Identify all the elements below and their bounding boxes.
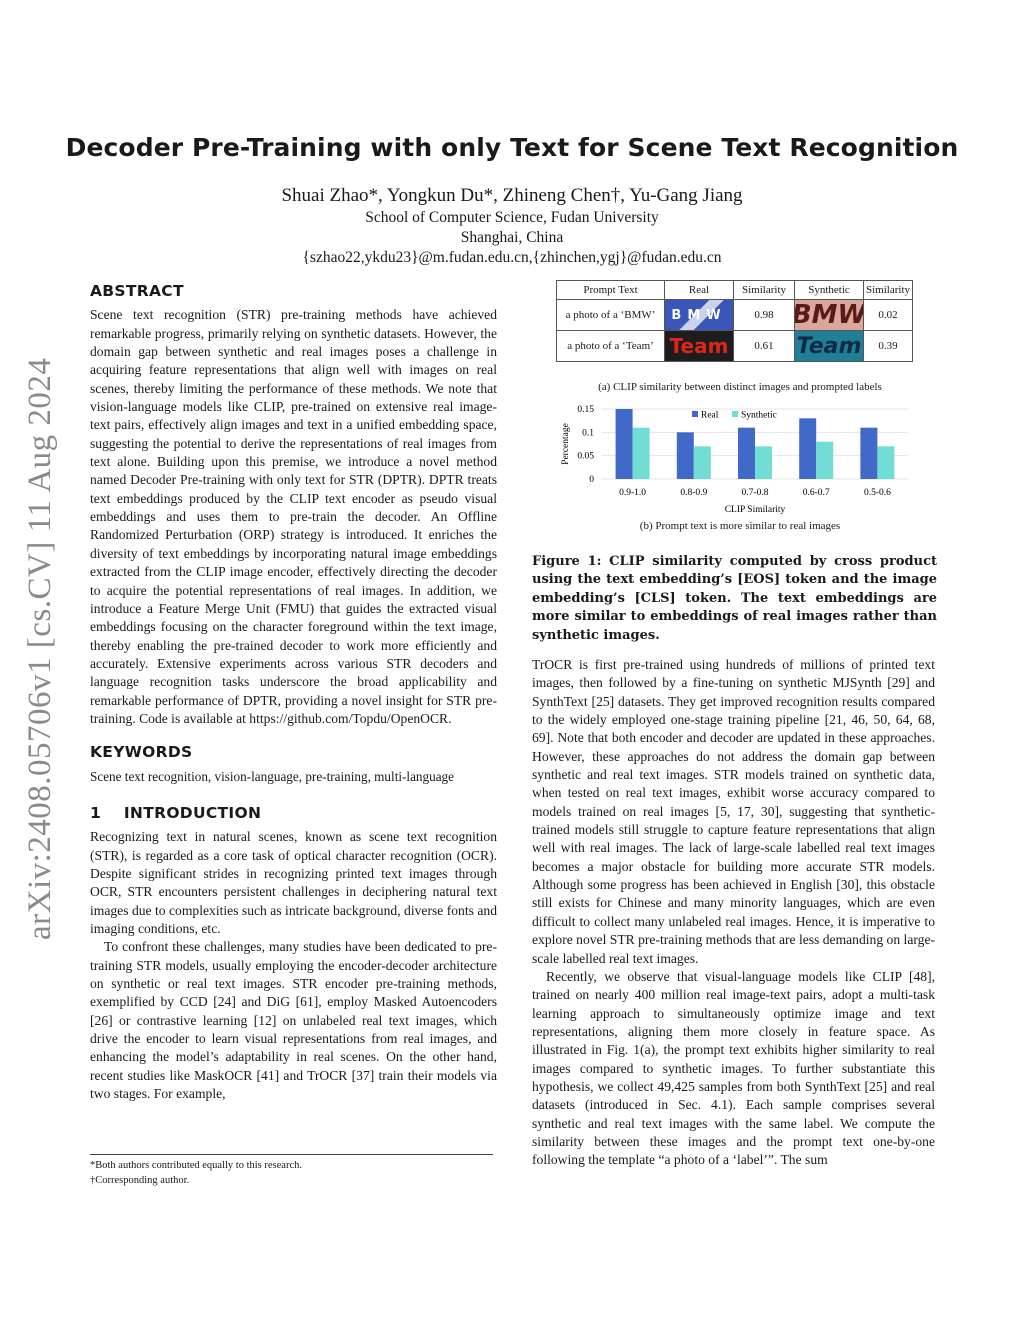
synthetic-image-team: Team bbox=[795, 331, 863, 361]
figure-caption: Figure 1: CLIP similarity computed by cr… bbox=[532, 554, 937, 643]
similarity-cell: 0.98 bbox=[733, 299, 795, 331]
footnote: †Corresponding author. bbox=[90, 1175, 190, 1186]
bar-synthetic bbox=[877, 446, 895, 479]
y-tick-label: 0.05 bbox=[577, 452, 594, 462]
x-tick-label: 0.6-0.7 bbox=[803, 488, 830, 498]
abstract-heading: ABSTRACT bbox=[90, 282, 184, 300]
table-header: Real bbox=[664, 280, 734, 300]
bar-synthetic bbox=[693, 446, 711, 479]
caption-b: (b) Prompt text is more similar to real … bbox=[639, 520, 841, 532]
real-image-bmw: BMW bbox=[665, 300, 733, 330]
y-tick-label: 0 bbox=[589, 475, 594, 485]
legend-swatch bbox=[692, 411, 698, 417]
similarity-table: Prompt Text Real Similarity Synthetic Si… bbox=[556, 280, 913, 362]
paper-title: Decoder Pre-Training with only Text for … bbox=[65, 133, 959, 162]
bar-real bbox=[738, 427, 755, 479]
intro-paragraph: Recognizing text in natural scenes, know… bbox=[90, 829, 497, 936]
bar-real bbox=[860, 427, 878, 479]
prompt-cell: a photo of a ‘BMW’ bbox=[556, 299, 665, 331]
affiliation: School of Computer Science, Fudan Univer… bbox=[365, 209, 659, 226]
introduction-heading: 1 INTRODUCTION bbox=[90, 803, 262, 822]
x-tick-label: 0.5-0.6 bbox=[864, 488, 891, 498]
table-header: Similarity bbox=[863, 280, 913, 300]
table-header: Synthetic bbox=[794, 280, 864, 300]
legend-label: Real bbox=[701, 411, 719, 421]
keywords-heading: KEYWORDS bbox=[90, 743, 193, 762]
bar-synthetic bbox=[816, 441, 834, 479]
authors: Shuai Zhao*, Yongkun Du*, Zhineng Chen†,… bbox=[281, 185, 743, 206]
legend-swatch bbox=[732, 411, 738, 417]
emails: {szhao22,ykdu23}@m.fudan.edu.cn,{zhinche… bbox=[302, 249, 722, 266]
footnote-divider bbox=[90, 1154, 493, 1155]
table-row: a photo of a ‘BMW’ BMW 0.98 BMW 0.02 bbox=[556, 299, 913, 331]
bar-synthetic bbox=[755, 446, 772, 479]
intro-paragraph: To confront these challenges, many studi… bbox=[90, 939, 497, 1102]
footnotes: *Both authors contributed equally to thi… bbox=[90, 1158, 493, 1188]
table-row: a photo of a ‘Team’ Team 0.61 Team 0.39 bbox=[556, 330, 913, 362]
x-axis-label: CLIP Similarity bbox=[725, 505, 786, 515]
table-header: Prompt Text bbox=[556, 280, 665, 300]
intro-paragraph: TrOCR is first pre-trained using hundred… bbox=[532, 657, 935, 966]
keywords-text: Scene text recognition, vision-language,… bbox=[90, 768, 455, 784]
right-column: TrOCR is first pre-trained using hundred… bbox=[532, 656, 935, 1170]
legend-label: Synthetic bbox=[741, 411, 777, 421]
y-axis-label: Percentage bbox=[561, 423, 571, 465]
bar-real bbox=[799, 418, 817, 479]
similarity-cell: 0.02 bbox=[863, 299, 913, 331]
similarity-cell: 0.61 bbox=[733, 330, 795, 362]
synthetic-image-bmw: BMW bbox=[795, 300, 863, 330]
y-tick-label: 0.15 bbox=[577, 405, 594, 415]
table-header: Similarity bbox=[733, 280, 795, 300]
bar-real bbox=[615, 409, 633, 479]
similarity-bar-chart: 0 0.05 0.1 0.15 0.9-1.0 0.8-0.9 0.7-0.8 0.6-0.7… bbox=[561, 405, 908, 515]
similarity-cell: 0.39 bbox=[863, 330, 913, 362]
bar-real bbox=[676, 432, 694, 479]
bar-synthetic bbox=[632, 427, 650, 479]
x-tick-label: 0.8-0.9 bbox=[680, 488, 707, 498]
abstract-text: Scene text recognition (STR) pre-trainin… bbox=[90, 307, 497, 726]
caption-a: (a) CLIP similarity between distinct ima… bbox=[598, 381, 882, 393]
footnote: *Both authors contributed equally to thi… bbox=[90, 1160, 302, 1171]
prompt-cell: a photo of a ‘Team’ bbox=[556, 330, 665, 362]
left-column: ABSTRACT Scene text recognition (STR) pr… bbox=[90, 282, 497, 1103]
y-tick-label: 0.1 bbox=[582, 428, 594, 438]
location: Shanghai, China bbox=[460, 229, 564, 246]
intro-paragraph: Recently, we observe that visual-languag… bbox=[532, 968, 935, 1168]
arxiv-identifier: arXiv:2408.05706v1 [cs.CV] 11 Aug 2024 bbox=[22, 357, 58, 940]
x-tick-label: 0.9-1.0 bbox=[619, 488, 646, 498]
x-tick-label: 0.7-0.8 bbox=[742, 488, 769, 498]
real-image-team: Team bbox=[665, 331, 733, 361]
